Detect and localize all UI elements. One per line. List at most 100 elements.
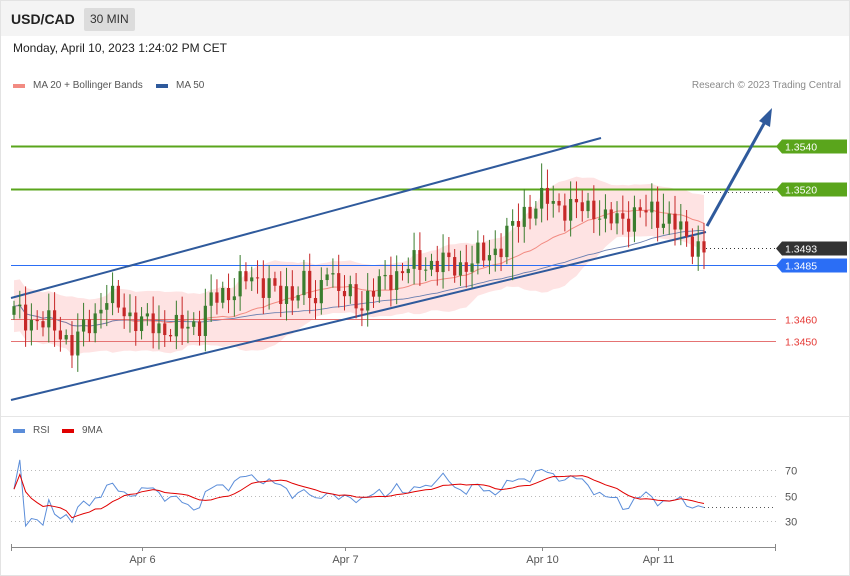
rsi-pane: 70 50 30	[11, 459, 797, 529]
candle-body-117	[690, 236, 695, 257]
candle-body-50	[302, 270, 306, 296]
candle-body-57	[342, 290, 347, 297]
legend-ma50-label: MA 50	[176, 80, 205, 91]
legend-rsi: RSI	[13, 425, 50, 436]
candle-body-113	[667, 213, 671, 224]
candle-body-69	[412, 250, 416, 269]
trend-channel	[10, 137, 707, 401]
level-tag-label-2: 1.3493	[785, 244, 817, 256]
candle-body-53	[319, 280, 323, 304]
candle-body-40	[244, 271, 248, 282]
candle-body-21	[134, 312, 138, 332]
legend-rsi-label: RSI	[33, 425, 50, 436]
candle-body-64	[383, 274, 387, 277]
candle-body-90	[534, 208, 538, 219]
level-tag-0	[776, 139, 847, 154]
time-axis-label-3: Apr 11	[643, 554, 675, 566]
candle-body-8	[58, 330, 62, 340]
candle-body-107	[632, 207, 637, 232]
candle-body-110	[650, 201, 654, 213]
candle-body-24	[151, 313, 155, 334]
legend-ma50-swatch	[156, 83, 168, 88]
candle-body-68	[406, 268, 410, 274]
candle-body-71	[424, 269, 428, 271]
candle-body-101	[598, 218, 602, 220]
candle-body-11	[76, 331, 80, 356]
candle-body-59	[354, 284, 358, 309]
channel-lower	[10, 231, 707, 401]
candle-body-34	[209, 292, 213, 306]
candle-body-65	[389, 274, 393, 290]
candle-body-92	[545, 187, 550, 204]
candle-body-55	[331, 273, 335, 275]
candle-body-83	[493, 248, 497, 256]
candle-body-62	[371, 290, 376, 297]
candle-body-9	[64, 335, 68, 340]
chart-date: Monday, April 10, 2023 1:24:02 PM CET	[13, 41, 227, 55]
candle-body-72	[429, 260, 434, 270]
candle-body-43	[261, 278, 265, 298]
target-arrow-head	[759, 108, 772, 127]
candle-body-112	[661, 223, 666, 228]
rsi-tick-30: 30	[785, 517, 797, 529]
candle-body-81	[482, 242, 486, 261]
candle-body-39	[238, 271, 242, 297]
target-arrow	[705, 108, 772, 227]
candle-body-0	[12, 306, 16, 315]
candle-body-93	[551, 200, 555, 204]
ma20-line	[13, 209, 705, 327]
candle-body-32	[197, 321, 202, 336]
candle-body-44	[267, 278, 271, 298]
candle-body-12	[81, 319, 86, 332]
candle-body-41	[250, 277, 254, 282]
legend-ma20-label: MA 20 + Bollinger Bands	[33, 80, 143, 91]
candle-body-45	[273, 278, 277, 286]
candle-body-2	[23, 304, 28, 331]
candle-body-4	[35, 319, 39, 322]
candle-body-25	[157, 323, 161, 334]
candle-body-42	[255, 277, 260, 279]
symbol-title: USD/CAD	[11, 11, 75, 27]
candle-body-103	[609, 209, 613, 224]
candle-body-54	[325, 274, 329, 281]
candle-body-19	[122, 307, 126, 317]
legend-ma50: MA 50	[156, 80, 204, 91]
candle-body-35	[215, 292, 219, 303]
candle-body-33	[203, 305, 207, 336]
candle-body-16	[105, 303, 109, 310]
level-tag-1	[776, 182, 847, 197]
timeframe-button[interactable]: 30 MIN	[84, 8, 135, 31]
candle-body-91	[540, 187, 544, 209]
candle-body-20	[128, 312, 132, 317]
candle-body-80	[476, 242, 480, 264]
candle-body-96	[569, 198, 573, 221]
legend-9ma: 9MA	[62, 425, 103, 436]
candle-body-52	[313, 297, 318, 304]
legend-ma20-swatch	[13, 83, 25, 88]
candle-body-3	[29, 319, 33, 331]
price-levels	[11, 145, 846, 342]
candle-body-89	[528, 206, 532, 219]
candle-body-58	[348, 284, 352, 297]
candles	[12, 163, 706, 372]
candle-body-100	[592, 200, 596, 220]
time-axis-label-2: Apr 10	[526, 554, 558, 566]
candle-body-18	[116, 285, 120, 308]
candle-body-99	[586, 200, 590, 212]
candle-body-5	[41, 321, 45, 328]
legend-ma20: MA 20 + Bollinger Bands	[13, 80, 143, 91]
support-label-4: 1.3460	[785, 315, 817, 327]
candle-body-75	[447, 252, 451, 258]
candle-body-23	[145, 313, 149, 317]
candle-body-61	[366, 290, 370, 311]
candle-body-15	[99, 309, 103, 314]
candle-body-14	[93, 313, 97, 334]
candle-body-82	[487, 255, 492, 261]
candle-body-77	[458, 262, 463, 276]
candle-body-115	[679, 221, 683, 230]
candle-body-46	[279, 285, 283, 304]
level-tag-label-0: 1.3540	[785, 142, 817, 154]
candle-body-106	[627, 218, 631, 232]
channel-upper	[10, 137, 602, 299]
